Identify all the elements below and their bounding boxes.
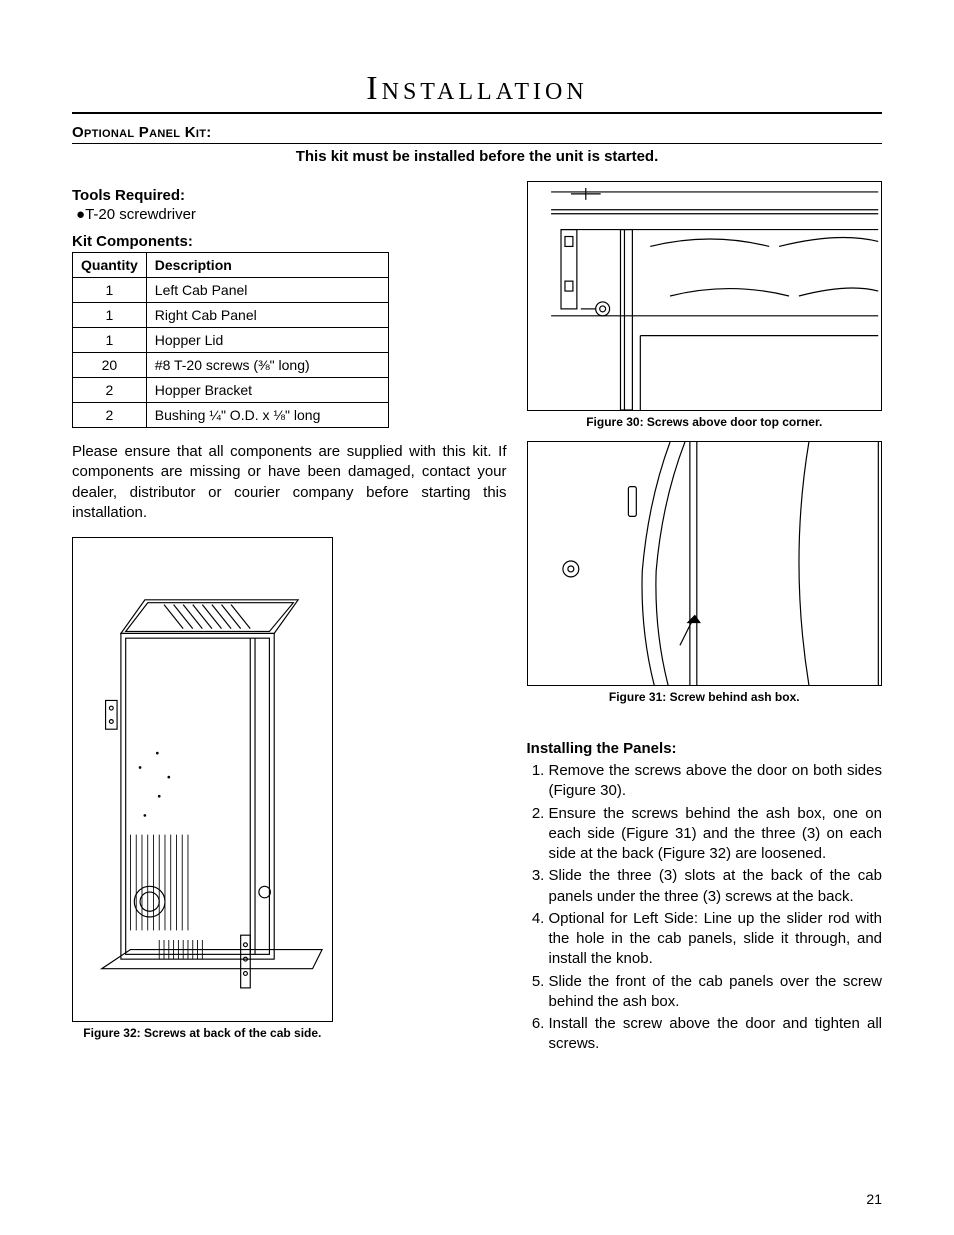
table-row: 2 Bushing ¼" O.D. x ⅛" long	[73, 403, 389, 428]
title-rule	[72, 112, 882, 114]
col-description: Description	[146, 253, 388, 278]
cell-qty: 20	[73, 353, 147, 378]
cell-qty: 2	[73, 378, 147, 403]
step: Slide the front of the cab panels over t…	[549, 972, 883, 1013]
left-column: Tools Required: ●T-20 screwdriver Kit Co…	[72, 181, 507, 1057]
page-title: Installation	[72, 70, 882, 108]
col-quantity: Quantity	[73, 253, 147, 278]
tools-item-text: T-20 screwdriver	[85, 206, 196, 223]
table-row: 1 Left Cab Panel	[73, 278, 389, 303]
cell-qty: 1	[73, 278, 147, 303]
stove-back-illustration-icon	[73, 538, 332, 1021]
cell-qty: 2	[73, 403, 147, 428]
top-corner-illustration-icon	[528, 182, 882, 410]
section-heading: Optional Panel Kit:	[72, 124, 882, 144]
figure-32-caption: Figure 32: Screws at back of the cab sid…	[72, 1026, 333, 1040]
right-column: Figure 30: Screws above door top corner.	[527, 181, 883, 1057]
figure-31	[527, 441, 883, 686]
table-header-row: Quantity Description	[73, 253, 389, 278]
cell-desc: Right Cab Panel	[146, 303, 388, 328]
table-row: 1 Right Cab Panel	[73, 303, 389, 328]
figure-31-caption: Figure 31: Screw behind ash box.	[527, 690, 883, 704]
install-heading: Installing the Panels:	[527, 740, 883, 757]
step: Install the screw above the door and tig…	[549, 1014, 883, 1055]
two-column-layout: Tools Required: ●T-20 screwdriver Kit Co…	[72, 181, 882, 1057]
tools-item: ●T-20 screwdriver	[76, 206, 507, 223]
cell-desc: #8 T-20 screws (⅜" long)	[146, 353, 388, 378]
table-row: 20 #8 T-20 screws (⅜" long)	[73, 353, 389, 378]
cell-desc: Hopper Bracket	[146, 378, 388, 403]
page: Installation Optional Panel Kit: This ki…	[0, 0, 954, 1235]
ash-box-illustration-icon	[528, 442, 882, 685]
step: Optional for Left Side: Line up the slid…	[549, 909, 883, 970]
step: Ensure the screws behind the ash box, on…	[549, 804, 883, 865]
warning-text: This kit must be installed before the un…	[72, 148, 882, 165]
kit-heading: Kit Components:	[72, 233, 507, 250]
table-row: 2 Hopper Bracket	[73, 378, 389, 403]
cell-desc: Left Cab Panel	[146, 278, 388, 303]
step: Slide the three (3) slots at the back of…	[549, 866, 883, 907]
page-number: 21	[866, 1191, 882, 1207]
cell-desc: Hopper Lid	[146, 328, 388, 353]
cell-desc: Bushing ¼" O.D. x ⅛" long	[146, 403, 388, 428]
kit-table: Quantity Description 1 Left Cab Panel 1 …	[72, 252, 389, 428]
install-steps: Remove the screws above the door on both…	[527, 761, 883, 1055]
step: Remove the screws above the door on both…	[549, 761, 883, 802]
tools-heading: Tools Required:	[72, 187, 507, 204]
figure-30	[527, 181, 883, 411]
table-row: 1 Hopper Lid	[73, 328, 389, 353]
spacer	[527, 706, 883, 734]
cell-qty: 1	[73, 328, 147, 353]
figure-32	[72, 537, 333, 1022]
cell-qty: 1	[73, 303, 147, 328]
figure-30-caption: Figure 30: Screws above door top corner.	[527, 415, 883, 429]
components-note: Please ensure that all components are su…	[72, 442, 507, 523]
